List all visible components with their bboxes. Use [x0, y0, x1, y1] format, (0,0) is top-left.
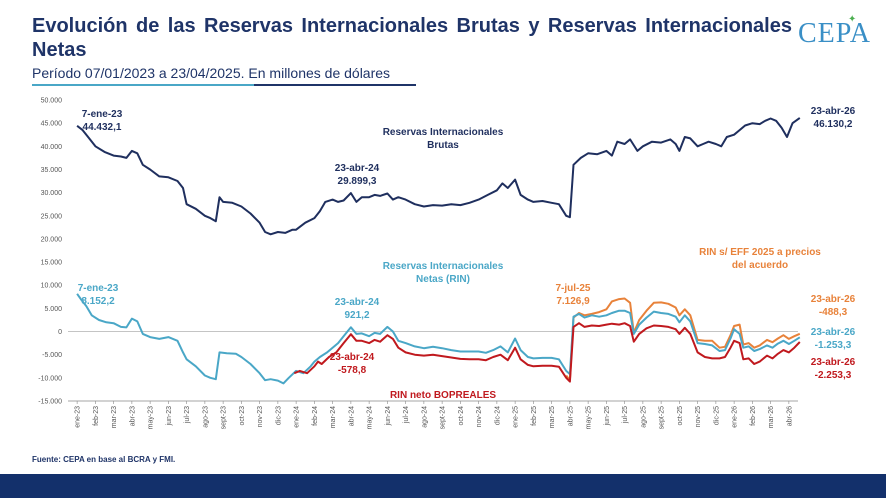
annotation-a6: Reservas Internacionales Netas (RIN)	[383, 261, 504, 285]
x-tick-label: may-24	[367, 406, 374, 429]
x-tick-label: ago-25	[640, 406, 647, 428]
x-tick-label: ene-25	[513, 406, 520, 428]
annotation-a9: 7-jul-25 7.126,9	[555, 283, 590, 307]
annotation-a1: 7-ene-23 44.432,1	[82, 109, 123, 133]
x-tick-label: ago-23	[202, 406, 209, 428]
x-tick-label: jun-23	[166, 406, 173, 427]
logo-star-icon: ✦	[848, 14, 857, 25]
y-tick-label: 35.000	[41, 167, 63, 174]
y-tick-label: 5.000	[44, 306, 62, 313]
y-tick-label: 50.000	[41, 98, 63, 105]
x-tick-label: abr-24	[348, 406, 355, 426]
x-tick-label: ago-24	[421, 406, 428, 428]
x-tick-label: nov-23	[257, 406, 264, 428]
x-tick-label: nov-24	[476, 406, 483, 428]
annotation-a3: 23-abr-24 29.899,3	[335, 163, 380, 187]
x-tick-label: sept-23	[221, 406, 228, 429]
x-tick-label: jun-24	[385, 406, 392, 427]
x-tick-label: oct-23	[239, 406, 246, 426]
x-tick-label: dic-25	[713, 406, 720, 425]
x-tick-label: jul-23	[184, 406, 191, 424]
annotation-a5: 7-ene-23 8.152,2	[78, 283, 119, 307]
annotation-a2: Reservas Internacionales Brutas	[383, 127, 504, 151]
y-tick-label: 40.000	[41, 144, 63, 151]
y-tick-label: -15.000	[38, 399, 62, 406]
x-tick-label: oct-24	[458, 406, 465, 426]
x-tick-label: mar-25	[549, 406, 556, 428]
chart-subtitle: Período 07/01/2023 a 23/04/2025. En mill…	[32, 65, 391, 81]
x-tick-label: mar-26	[768, 406, 775, 428]
annotation-a11: 23-abr-26 -488,3	[811, 294, 856, 318]
chart-title: Evolución de las Reservas Internacionale…	[32, 15, 792, 61]
x-tick-label: ene-26	[732, 406, 739, 428]
y-tick-label: 10.000	[41, 283, 63, 290]
x-tick-label: ene-24	[294, 406, 301, 428]
x-tick-label: mar-24	[330, 406, 337, 428]
annotation-a12: 23-abr-26 -1.253,3	[811, 327, 856, 351]
x-tick-label: feb-24	[312, 406, 319, 426]
x-tick-label: may-25	[586, 406, 593, 429]
y-tick-label: 25.000	[41, 213, 63, 220]
series-line-rin_eff	[565, 297, 801, 382]
y-tick-label: 30.000	[41, 190, 63, 197]
x-tick-label: abr-25	[567, 406, 574, 426]
y-tick-label: 15.000	[41, 260, 63, 267]
x-tick-label: feb-26	[750, 406, 757, 426]
reserves-line-chart: 50.000 45.000 40.000 35.000 30.000 25.000 20.0…	[38, 98, 856, 430]
y-tick-label: -10.000	[38, 375, 62, 382]
x-tick-label: nov-25	[695, 406, 702, 428]
source-note: Fuente: CEPA en base al BCRA y FMI.	[32, 455, 176, 464]
x-tick-label: feb-23	[93, 406, 100, 426]
x-tick-label: feb-25	[531, 406, 538, 426]
x-tick-label: jun-25	[604, 406, 611, 427]
x-tick-label: may-23	[148, 406, 155, 429]
x-tick-label: jul-25	[622, 406, 629, 424]
y-tick-label: 0	[58, 329, 62, 336]
subtitle-rule-dark	[254, 84, 416, 86]
subtitle-rule-light	[32, 84, 254, 86]
x-tick-label: dic-23	[275, 406, 282, 425]
x-tick-label: sept-25	[659, 406, 666, 429]
x-tick-label: jul-24	[403, 406, 410, 424]
y-tick-label: -5.000	[42, 352, 62, 359]
annotation-a8: 23-abr-24 -578,8	[330, 352, 375, 376]
x-tick-label: oct-25	[677, 406, 684, 426]
annotation-a7: 23-abr-24 921,2	[335, 297, 380, 321]
annotation-a10: RIN s/ EFF 2025 a precios del acuerdo	[699, 247, 821, 271]
annotation-a4: 23-abr-26 46.130,2	[811, 106, 856, 130]
y-tick-label: 45.000	[41, 121, 63, 128]
x-tick-label: ene-23	[75, 406, 82, 428]
x-tick-label: sept-24	[440, 406, 447, 429]
x-tick-label: abr-26	[786, 406, 793, 426]
x-tick-label: dic-24	[494, 406, 501, 425]
x-tick-label: mar-23	[111, 406, 118, 428]
annotation-a13: 23-abr-26 -2.253,3	[811, 357, 856, 381]
series-line-rin_bopreales	[293, 322, 801, 383]
y-tick-label: 20.000	[41, 236, 63, 243]
annotation-a14: RIN neto BOPREALES	[390, 390, 496, 401]
x-tick-label: abr-23	[129, 406, 136, 426]
series-line-rin	[76, 293, 801, 385]
footer-bar	[0, 474, 886, 498]
series-line-brutas	[76, 117, 801, 236]
cepa-logo: CEPA	[798, 18, 872, 49]
